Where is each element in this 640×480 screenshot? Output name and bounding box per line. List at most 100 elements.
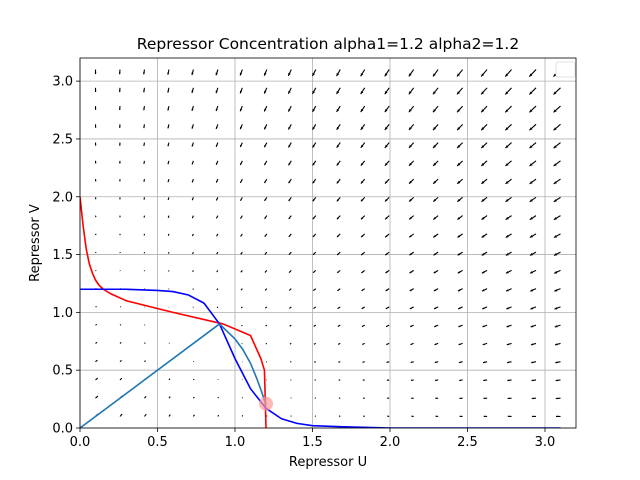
quiver-arrowhead	[337, 235, 339, 238]
quiver-arrowhead	[289, 325, 291, 327]
quiver-arrowhead	[529, 109, 533, 113]
quiver-arrowhead	[216, 253, 218, 255]
quiver-arrowhead	[239, 90, 243, 94]
quiver-arrowhead	[481, 73, 485, 77]
quiver-arrowhead	[530, 325, 534, 328]
quiver-arrowhead	[555, 415, 558, 418]
quiver-arrowhead	[362, 379, 364, 381]
quiver-arrowhead	[553, 217, 557, 220]
quiver-arrowhead	[144, 234, 145, 236]
quiver-arrowhead	[216, 271, 218, 273]
quiver-arrowhead	[458, 307, 461, 310]
quiver-arrowhead	[433, 235, 437, 238]
quiver-arrowhead	[530, 343, 534, 346]
quiver-arrowhead	[481, 163, 485, 166]
quiver-arrowhead	[215, 126, 218, 129]
quiver-arrowhead	[409, 307, 412, 309]
quiver-arrowhead	[408, 91, 412, 95]
quiver-arrowhead	[94, 72, 97, 75]
quiver-arrowhead	[167, 108, 170, 111]
quiver-arrowhead	[432, 73, 436, 77]
quiver-arrowhead	[553, 145, 557, 149]
quiver-arrowhead	[289, 307, 291, 309]
quiver-arrowhead	[384, 91, 388, 95]
plot-area: 0.0 0.5 1.0 1.5 2.0 2.5 3.0 0.0 0.5 1.0 1.5 2.0 2.5…	[52, 57, 577, 450]
quiver-arrowhead	[409, 217, 412, 220]
quiver-arrowhead	[312, 108, 315, 112]
quiver-arrowhead	[553, 73, 557, 77]
quiver-arrowhead	[555, 343, 558, 346]
quiver-arrowhead	[433, 271, 437, 274]
quiver-arrowhead	[312, 199, 315, 202]
quiver-arrowhead	[529, 145, 533, 149]
quiver-arrowhead	[457, 289, 461, 292]
quiver-arrowhead	[216, 289, 218, 290]
quiver-arrowhead	[288, 181, 291, 184]
quiver-arrowhead	[481, 145, 485, 149]
quiver-arrowhead	[387, 397, 388, 399]
quiver-arrowhead	[482, 307, 485, 310]
quiver-arrowhead	[168, 216, 169, 218]
quiver-arrowhead	[434, 325, 437, 327]
y-tick-label: 2.0	[52, 190, 73, 205]
quiver-arrowhead	[507, 361, 510, 364]
quiver-arrowhead	[143, 180, 145, 182]
quiver-arrowhead	[385, 199, 388, 202]
quiver-arrowhead	[191, 90, 194, 93]
quiver-arrowhead	[457, 109, 461, 113]
x-tick-label: 1.0	[225, 435, 246, 450]
quiver-arrowhead	[312, 162, 315, 166]
y-tick-label: 2.5	[52, 132, 73, 147]
quiver-arrowhead	[143, 144, 145, 147]
quiver-arrowhead	[313, 253, 315, 255]
quiver-arrowhead	[505, 127, 509, 131]
quiver-arrowhead	[555, 361, 558, 364]
quiver-arrowhead	[192, 216, 194, 219]
quiver-arrowhead	[457, 145, 461, 149]
quiver-arrowhead	[216, 235, 218, 237]
quiver-arrowhead	[216, 144, 218, 147]
quiver-arrowhead	[457, 162, 461, 166]
quiver-arrowhead	[553, 127, 557, 131]
quiver-arrowhead	[288, 199, 291, 202]
quiver-arrowhead	[264, 235, 267, 237]
quiver-arrowhead	[360, 90, 364, 95]
quiver-arrowhead	[337, 289, 339, 291]
quiver-arrowhead	[288, 253, 291, 255]
quiver-arrowhead	[457, 253, 461, 256]
quiver-arrowhead	[169, 396, 171, 398]
quiver-arrowhead	[529, 216, 533, 220]
quiver-arrowhead	[385, 253, 388, 256]
quiver-arrowhead	[433, 216, 437, 220]
quiver-arrowhead	[240, 162, 242, 165]
quiver-arrowhead	[386, 361, 388, 363]
quiver-arrowhead	[336, 90, 340, 95]
quiver-arrowhead	[312, 217, 315, 220]
quiver-arrowhead	[312, 181, 315, 184]
quiver-arrowhead	[553, 109, 557, 113]
quiver-arrowhead	[433, 180, 437, 184]
quiver-arrowhead	[215, 72, 218, 76]
quiver-arrowhead	[215, 108, 218, 112]
quiver-arrowhead	[433, 144, 437, 148]
quiver-arrowhead	[409, 235, 412, 238]
quiver-arrowhead	[505, 271, 509, 274]
quiver-arrowhead	[433, 198, 437, 202]
quiver-arrowhead	[482, 361, 485, 364]
quiver-arrowhead	[505, 252, 509, 256]
quiver-arrowhead	[289, 289, 291, 291]
quiver-arrowhead	[167, 90, 170, 93]
quiver-arrowhead	[361, 289, 364, 291]
quiver-arrowhead	[241, 307, 242, 309]
quiver-arrowhead	[483, 397, 486, 400]
quiver-arrowhead	[288, 235, 291, 237]
quiver-arrowhead	[458, 343, 461, 345]
quiver-arrowhead	[167, 144, 170, 147]
quiver-arrowhead	[481, 91, 485, 95]
quiver-arrowhead	[264, 162, 267, 166]
quiver-arrowhead	[191, 144, 194, 147]
quiver-arrowhead	[505, 73, 509, 77]
quiver-arrowhead	[529, 91, 533, 95]
quiver-arrowhead	[120, 414, 123, 416]
quiver-arrowhead	[191, 108, 194, 111]
